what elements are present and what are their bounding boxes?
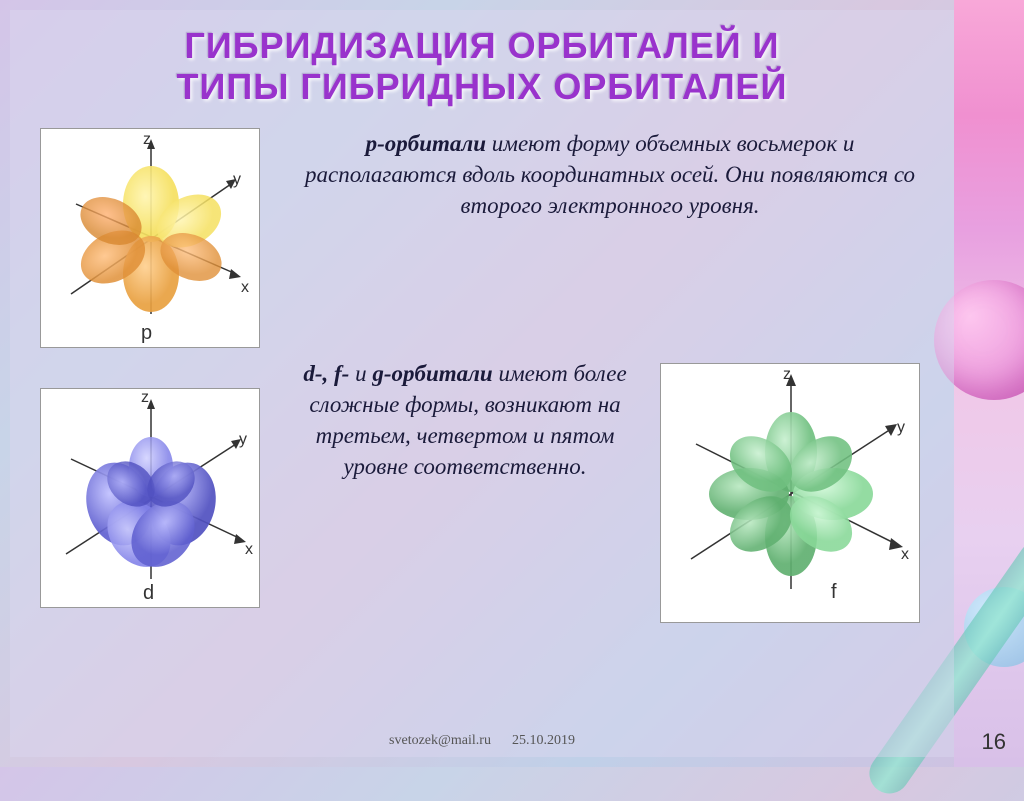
p2-bold1: d-, f- [303, 361, 349, 386]
p2-mid: и [349, 361, 372, 386]
axis-z: z [143, 131, 151, 149]
axis-z: z [783, 366, 791, 384]
footer-date: 25.10.2019 [512, 733, 575, 748]
axis-x: x [241, 279, 249, 297]
orbital-label-d: d [143, 582, 154, 605]
slide-title: ГИБРИДИЗАЦИЯ ОРБИТАЛЕЙ И ТИПЫ ГИБРИДНЫХ … [30, 25, 934, 108]
paragraph-dfg-orbital: d-, f- и g-орбитали имеют более сложные … [285, 358, 645, 482]
axis-y: y [239, 431, 247, 449]
axis-x: x [245, 541, 253, 559]
axis-z: z [141, 389, 149, 407]
p2-bold2: g-орбитали [372, 361, 492, 386]
diagram-d-orbital: z y x d [40, 388, 260, 608]
axis-x: x [901, 546, 909, 564]
slide-content: ГИБРИДИЗАЦИЯ ОРБИТАЛЕЙ И ТИПЫ ГИБРИДНЫХ … [10, 10, 954, 757]
diagram-p-orbital: z y x p [40, 128, 260, 348]
axis-y: y [897, 419, 905, 437]
orbital-label-f: f [831, 581, 837, 604]
paragraph-p-orbital: р-орбитали имеют форму объемных восьмеро… [290, 128, 930, 221]
slide-body: z y x p [30, 128, 934, 688]
title-line2: ТИПЫ ГИБРИДНЫХ ОРБИТАЛЕЙ [176, 66, 787, 107]
diagram-f-orbital: z y x f [660, 363, 920, 623]
slide-footer: svetozek@mail.ru 25.10.2019 [10, 733, 954, 749]
axis-y: y [233, 171, 241, 189]
page-number: 16 [982, 729, 1006, 755]
footer-email: svetozek@mail.ru [389, 733, 491, 748]
title-line1: ГИБРИДИЗАЦИЯ ОРБИТАЛЕЙ И [184, 25, 779, 66]
p1-bold: р-орбитали [366, 131, 486, 156]
orbital-label-p: p [141, 322, 152, 345]
